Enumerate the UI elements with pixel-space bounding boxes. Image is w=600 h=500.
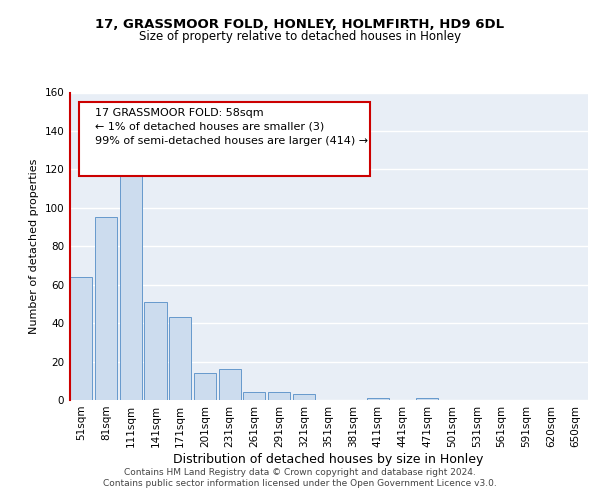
FancyBboxPatch shape xyxy=(79,102,370,176)
Bar xyxy=(416,398,439,400)
Bar xyxy=(145,302,167,400)
Bar xyxy=(119,158,142,400)
Text: Contains HM Land Registry data © Crown copyright and database right 2024.
Contai: Contains HM Land Registry data © Crown c… xyxy=(103,468,497,487)
Bar xyxy=(218,369,241,400)
Bar xyxy=(367,398,389,400)
Bar xyxy=(293,394,315,400)
Text: 17, GRASSMOOR FOLD, HONLEY, HOLMFIRTH, HD9 6DL: 17, GRASSMOOR FOLD, HONLEY, HOLMFIRTH, H… xyxy=(95,18,505,30)
Bar xyxy=(169,318,191,400)
Text: Size of property relative to detached houses in Honley: Size of property relative to detached ho… xyxy=(139,30,461,43)
X-axis label: Distribution of detached houses by size in Honley: Distribution of detached houses by size … xyxy=(173,452,484,466)
Bar xyxy=(268,392,290,400)
Bar xyxy=(194,373,216,400)
Bar xyxy=(95,218,117,400)
Y-axis label: Number of detached properties: Number of detached properties xyxy=(29,158,39,334)
Bar xyxy=(243,392,265,400)
Text: 17 GRASSMOOR FOLD: 58sqm
← 1% of detached houses are smaller (3)
99% of semi-det: 17 GRASSMOOR FOLD: 58sqm ← 1% of detache… xyxy=(95,108,368,146)
Bar xyxy=(70,277,92,400)
